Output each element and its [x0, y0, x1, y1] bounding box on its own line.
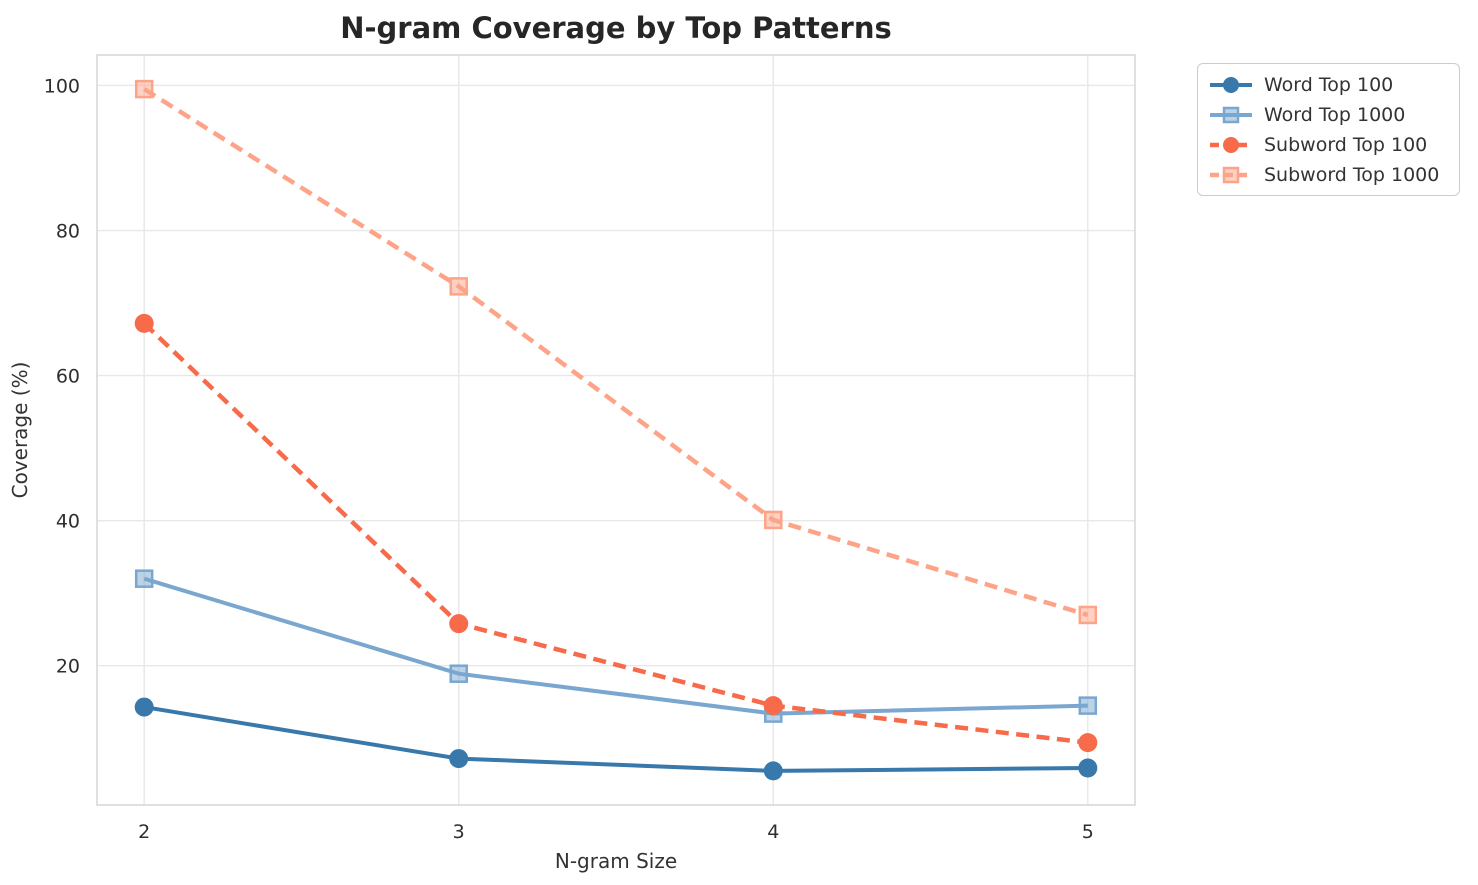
y-axis-label: Coverage (%) — [8, 362, 32, 499]
circle-marker-swatch-icon — [1210, 136, 1252, 153]
data-point-marker — [449, 614, 469, 634]
legend: Word Top 100 Word Top 1000 Subword Top 100… — [1197, 63, 1460, 196]
y-tick-label: 100 — [44, 75, 80, 97]
square-marker-swatch-icon — [1210, 106, 1252, 123]
legend-marker-sample — [1222, 166, 1240, 183]
square-marker-swatch-icon — [1210, 166, 1252, 183]
y-tick-label: 20 — [56, 656, 80, 678]
data-point-marker — [1078, 696, 1098, 715]
x-tick-label: 4 — [767, 821, 779, 843]
tick-layer: 20 40 60 80 100 2 3 4 5 — [44, 75, 1094, 843]
legend-marker-sample — [1223, 136, 1239, 153]
x-tick-label: 3 — [453, 821, 465, 843]
data-point-marker — [764, 510, 783, 530]
data-point-marker — [763, 761, 783, 781]
legend-label: Word Top 1000 — [1264, 103, 1406, 126]
data-point-marker — [1078, 733, 1098, 753]
grid-layer — [97, 55, 1135, 805]
data-point-marker — [763, 696, 783, 716]
x-tick-label: 2 — [138, 821, 150, 843]
data-point-marker — [134, 697, 154, 717]
y-tick-label: 80 — [56, 221, 80, 243]
legend-label: Subword Top 100 — [1264, 133, 1428, 156]
data-point-marker — [134, 569, 154, 588]
series-line-subword-top-1000 — [142, 87, 1089, 618]
series-layer — [134, 79, 1098, 781]
legend-item: Word Top 100 — [1208, 73, 1445, 96]
axes-spines — [96, 54, 1136, 806]
data-point-marker — [1078, 758, 1098, 778]
circle-marker-swatch-icon — [1210, 76, 1252, 93]
legend-item: Subword Top 1000 — [1208, 163, 1445, 186]
series-line-word-top-1000 — [143, 576, 1088, 716]
data-point-marker — [1078, 605, 1098, 625]
chart-title: N-gram Coverage by Top Patterns — [340, 11, 892, 45]
legend-label: Word Top 100 — [1264, 73, 1394, 96]
legend-item: Subword Top 100 — [1208, 133, 1445, 156]
data-point-marker — [134, 79, 154, 99]
series-line-subword-top-100 — [142, 321, 1089, 745]
series-line-word-top-100 — [143, 705, 1088, 773]
x-axis-label: N-gram Size — [555, 849, 677, 873]
legend-label: Subword Top 1000 — [1264, 163, 1440, 186]
data-point-marker — [449, 277, 468, 296]
legend-marker-sample — [1222, 106, 1240, 123]
legend-item: Word Top 1000 — [1208, 103, 1445, 126]
data-point-marker — [449, 664, 468, 683]
y-tick-label: 60 — [56, 366, 80, 388]
x-tick-label: 5 — [1082, 821, 1094, 843]
legend-marker-sample — [1223, 76, 1239, 93]
y-tick-label: 40 — [56, 511, 80, 533]
data-point-marker — [449, 749, 469, 769]
data-point-marker — [134, 313, 154, 333]
